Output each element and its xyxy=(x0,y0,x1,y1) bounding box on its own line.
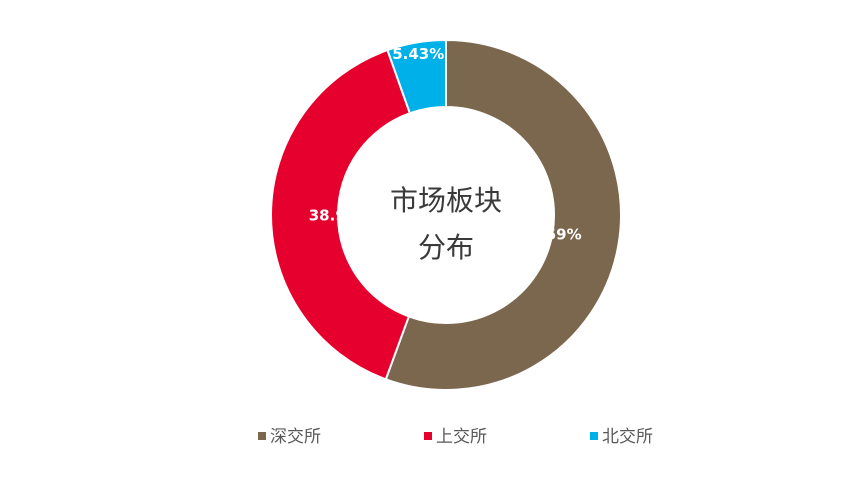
legend-swatch-1 xyxy=(258,432,266,440)
slice-2 xyxy=(270,48,412,381)
legend-item-1: 深交所 xyxy=(258,427,321,447)
slice-3 xyxy=(386,38,447,115)
legend-label-2: 上交所 xyxy=(436,427,487,447)
legend-label-3: 北交所 xyxy=(602,427,653,447)
center-title-line-2: 分布 xyxy=(418,231,474,264)
legend-item-3: 北交所 xyxy=(590,427,653,447)
slice-label-1: 55.59% xyxy=(519,226,581,244)
legend-swatch-3 xyxy=(590,432,598,440)
donut-slices xyxy=(270,38,622,391)
center-title: 市场板块 分布 xyxy=(390,184,502,264)
center-title-line-1: 市场板块 xyxy=(390,184,502,217)
legend-swatch-2 xyxy=(424,432,432,440)
legend-label-1: 深交所 xyxy=(270,427,321,447)
slice-label-3: 5.43% xyxy=(392,45,444,63)
legend-item-2: 上交所 xyxy=(424,427,487,447)
slice-1 xyxy=(384,38,622,391)
slice-label-2: 38.98% xyxy=(309,206,371,224)
legend: 深交所 上交所 北交所 xyxy=(258,427,653,447)
slice-labels: 55.59% 38.98% 5.43% xyxy=(309,45,582,244)
